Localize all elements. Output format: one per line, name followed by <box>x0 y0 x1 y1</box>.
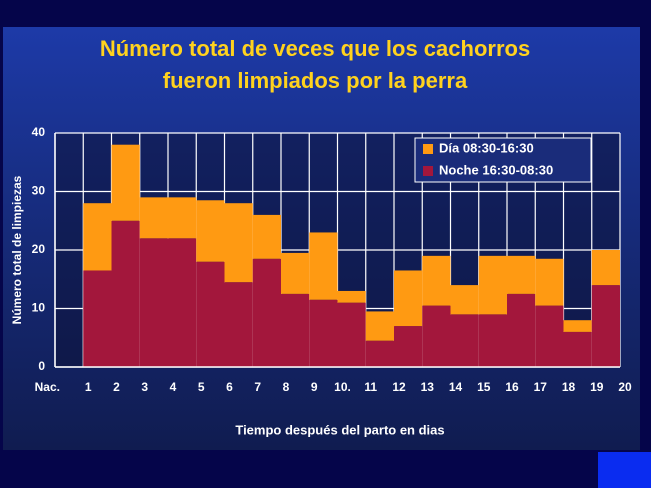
x-tick-label: 6 <box>226 380 233 394</box>
x-tick-label: 7 <box>254 380 261 394</box>
step-segment <box>535 258 564 306</box>
step-segment <box>224 282 253 367</box>
x-tick-label: 13 <box>421 380 435 394</box>
step-segment <box>252 258 281 367</box>
x-tick-label: 20 <box>618 380 632 394</box>
step-segment <box>281 252 310 294</box>
step-segment <box>168 197 197 239</box>
chart-title: Número total de veces que los cachorros <box>100 36 530 61</box>
x-tick-label: 11 <box>364 380 377 394</box>
x-tick-label: 1 <box>85 380 92 394</box>
x-tick-label: 5 <box>198 380 205 394</box>
step-segment <box>478 255 507 315</box>
x-tick-label: 12 <box>392 380 406 394</box>
y-tick-label: 0 <box>38 359 45 373</box>
x-tick-label: 8 <box>283 380 290 394</box>
step-segment <box>83 270 112 367</box>
x-tick-label: 2 <box>113 380 120 394</box>
x-tick-label: 3 <box>141 380 148 394</box>
step-segment <box>507 293 536 367</box>
x-tick-label: 19 <box>590 380 604 394</box>
x-tick-label: 15 <box>477 380 491 394</box>
x-tick-label: 18 <box>562 380 576 394</box>
step-segment <box>450 285 479 315</box>
step-segment <box>422 255 451 306</box>
corner-square <box>598 452 651 488</box>
x-tick-label: 14 <box>449 380 463 394</box>
step-segment <box>394 326 423 367</box>
step-segment <box>337 290 366 303</box>
step-segment <box>365 340 394 367</box>
step-segment <box>83 203 112 271</box>
x-tick-label: 9 <box>311 380 318 394</box>
step-segment <box>139 238 168 367</box>
step-segment <box>450 314 479 367</box>
step-segment <box>478 314 507 367</box>
step-segment <box>111 220 140 367</box>
x-tick-label: 10. <box>334 380 351 394</box>
x-tick-label: 17 <box>534 380 548 394</box>
chart-title: fueron limpiados por la perra <box>163 68 468 93</box>
step-segment <box>196 200 225 262</box>
x-axis-label: Tiempo después del parto en dias <box>235 422 444 437</box>
step-segment <box>309 299 338 367</box>
x-tick-label: 4 <box>170 380 177 394</box>
legend-label: Noche 16:30-08:30 <box>439 162 553 177</box>
step-segment <box>591 285 620 367</box>
step-segment <box>252 214 281 259</box>
step-segment <box>111 144 140 221</box>
legend-swatch <box>423 144 433 154</box>
step-segment <box>535 305 564 367</box>
legend-swatch <box>423 166 433 176</box>
y-tick-label: 20 <box>32 242 46 256</box>
step-segment <box>563 320 592 332</box>
step-segment <box>224 203 253 283</box>
step-segment <box>365 311 394 341</box>
step-segment <box>422 305 451 367</box>
y-tick-label: 40 <box>32 125 46 139</box>
legend-label: Día 08:30-16:30 <box>439 140 534 155</box>
x-tick-label: 16 <box>505 380 519 394</box>
step-segment <box>281 293 310 367</box>
step-segment <box>309 232 338 300</box>
step-segment <box>563 331 592 367</box>
step-segment <box>591 250 620 286</box>
step-segment <box>139 197 168 239</box>
legend-box <box>414 137 592 183</box>
step-segment <box>394 270 423 327</box>
x-tick-label: Nac. <box>35 380 60 394</box>
y-tick-label: 10 <box>32 301 46 315</box>
step-segment <box>168 238 197 367</box>
step-segment <box>507 255 536 294</box>
y-axis-label: Número total de limpiezas <box>10 175 24 324</box>
y-tick-label: 30 <box>32 184 46 198</box>
step-segment <box>337 302 366 367</box>
step-segment <box>196 261 225 367</box>
